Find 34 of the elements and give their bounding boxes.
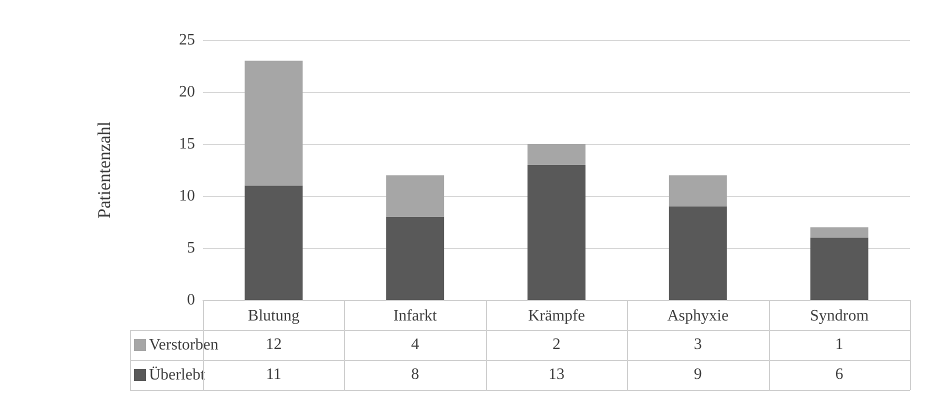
bar xyxy=(244,186,303,300)
bar xyxy=(668,206,727,300)
data-label: 1 xyxy=(834,335,844,355)
data-label: 8 xyxy=(410,365,420,385)
y-tick-label: 10 xyxy=(179,188,195,204)
bar xyxy=(244,60,303,186)
bar xyxy=(810,238,868,300)
y-tick-label: 20 xyxy=(179,84,195,100)
bar xyxy=(810,227,868,238)
bar xyxy=(386,175,444,217)
y-tick-label: 15 xyxy=(179,136,195,152)
bar xyxy=(528,164,586,300)
bar xyxy=(528,144,586,165)
bar xyxy=(386,216,444,300)
y-tick-label: 5 xyxy=(187,240,195,256)
x-tick-label: Asphyxie xyxy=(667,308,729,324)
data-label: 11 xyxy=(264,365,282,385)
legend-label: Verstorben xyxy=(149,336,218,354)
data-label: 9 xyxy=(692,365,703,385)
x-tick-label: Syndrom xyxy=(810,308,870,324)
y-tick-label: 25 xyxy=(179,32,195,48)
y-tick-label: 0 xyxy=(187,292,195,308)
data-label: 6 xyxy=(834,365,844,385)
x-tick-label: Krämpfe xyxy=(528,308,585,324)
legend-label: Überlebt xyxy=(149,366,206,384)
x-tick-label: Blutung xyxy=(248,308,300,324)
data-label: 13 xyxy=(547,365,566,385)
y-axis-title: Patientenzahl xyxy=(94,122,114,218)
data-label: 2 xyxy=(551,335,562,355)
data-label: 4 xyxy=(410,335,420,355)
data-label: 12 xyxy=(266,336,282,353)
bar xyxy=(668,175,727,206)
x-tick-label: Infarkt xyxy=(393,308,438,324)
data-label: 3 xyxy=(692,335,703,355)
